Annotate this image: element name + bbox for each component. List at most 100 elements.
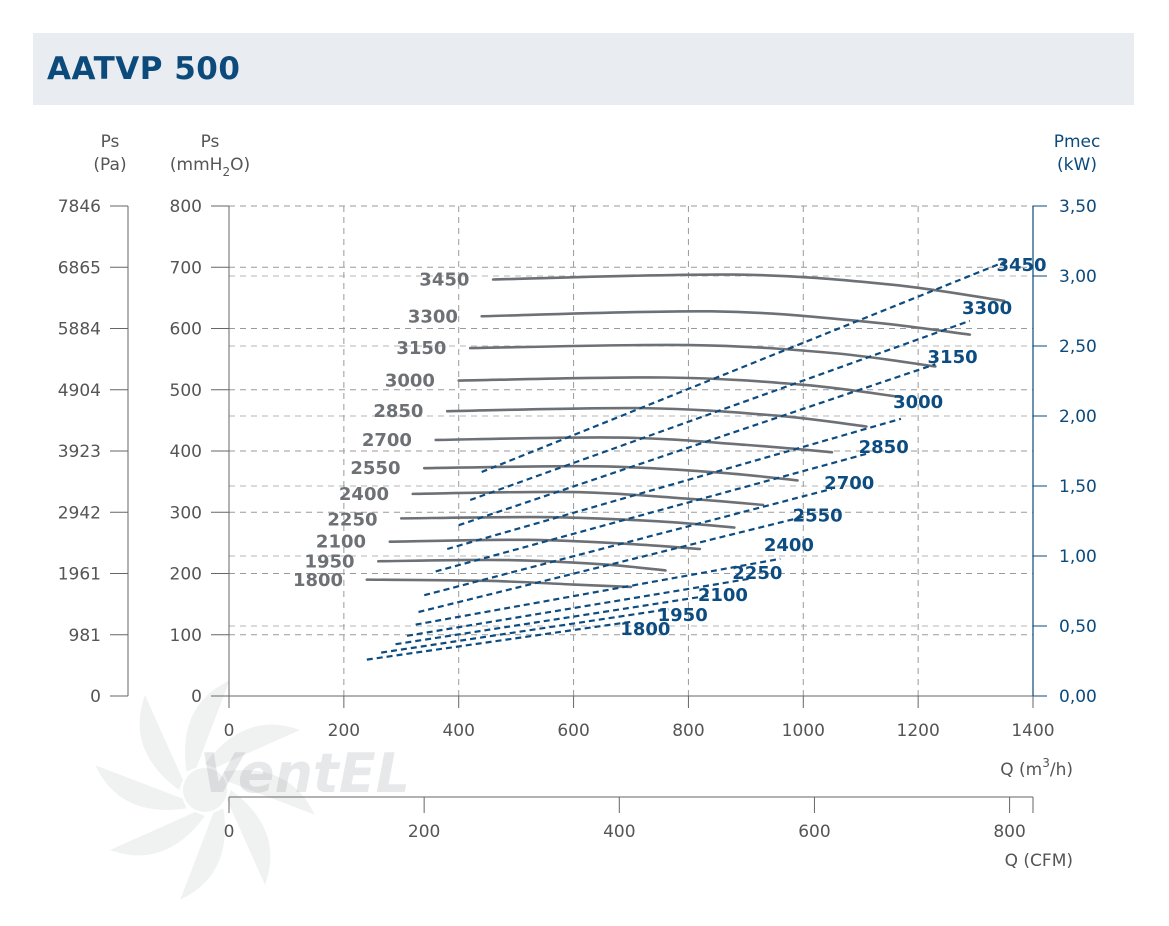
curve-labels: 1800195021002250240025502700285030003150… <box>293 255 1047 640</box>
pressure-curve-3000 <box>457 376 903 399</box>
power-label-2550: 2550 <box>793 505 843 526</box>
x-unit-sup: 3 <box>1042 756 1050 770</box>
page-title: AATVP 500 <box>47 51 241 87</box>
power-curve-3450 <box>481 260 1005 474</box>
power-curve-2850 <box>435 452 867 573</box>
pressure-label-2700: 2700 <box>362 430 412 451</box>
pa-tick-label: 0 <box>90 687 101 707</box>
pressure-curve-1800 <box>365 578 633 589</box>
pressure-curve-2100 <box>388 538 702 551</box>
pressure-curve-3450 <box>491 273 1006 303</box>
mm-unit-sub: 2 <box>222 165 230 179</box>
x-axis-title: Q (m3/h) <box>1000 756 1073 780</box>
x2-tick-label: 0 <box>224 822 235 842</box>
power-label-2850: 2850 <box>859 437 909 458</box>
power-curve-3300 <box>469 319 971 502</box>
x-tick-label: 600 <box>557 721 589 741</box>
watermark <box>95 680 315 900</box>
pressure-curve-2700 <box>434 436 834 454</box>
watermark-brand: VentEL <box>200 742 410 805</box>
axes: 0 981 1961 2942 3923 4904 5884 6865 7846 0 100 200 3… <box>58 197 1097 842</box>
power-curves <box>366 260 1005 661</box>
x-tick-label: 200 <box>328 721 360 741</box>
x2-tick-label: 400 <box>603 822 635 842</box>
pressure-curve-3150 <box>468 343 937 368</box>
pa-tick-label: 981 <box>69 626 101 646</box>
left-mm-axis-title: Ps <box>201 132 220 152</box>
pa-tick-label: 7846 <box>58 197 101 217</box>
power-curve-2400 <box>415 557 781 626</box>
pressure-curve-3300 <box>480 309 972 336</box>
header-bar: AATVP 500 <box>33 33 1134 105</box>
kw-tick-label: 0,50 <box>1059 617 1097 637</box>
mm-tick-label: 600 <box>170 320 202 340</box>
power-label-2700: 2700 <box>824 473 874 494</box>
power-label-1800: 1800 <box>620 619 670 640</box>
power-label-3300: 3300 <box>962 298 1012 319</box>
x-tick-label: 0 <box>224 721 235 741</box>
pressure-label-1800: 1800 <box>293 570 343 591</box>
x-tick-label: 1200 <box>897 721 940 741</box>
pressure-label-2100: 2100 <box>316 532 366 553</box>
pa-tick-label: 5884 <box>58 320 101 340</box>
grid <box>229 205 1034 696</box>
pa-tick-label: 6865 <box>58 258 101 278</box>
power-curve-3000 <box>446 417 902 551</box>
kw-tick-label: 1,50 <box>1059 477 1097 497</box>
power-curve-2250 <box>406 577 752 637</box>
x2-tick-label: 800 <box>993 822 1025 842</box>
pressure-label-2250: 2250 <box>327 510 377 531</box>
pressure-label-3450: 3450 <box>419 270 469 291</box>
mm-tick-label: 500 <box>170 381 202 401</box>
x-tick-label: 800 <box>672 721 704 741</box>
x2-tick-label: 600 <box>798 822 830 842</box>
power-curve-3150 <box>458 363 936 527</box>
power-curve-1950 <box>381 608 669 654</box>
mm-tick-label: 0 <box>191 687 202 707</box>
power-label-3150: 3150 <box>928 347 978 368</box>
pressure-curve-2550 <box>422 464 799 482</box>
left-mm-axis-unit: (mmH2O) <box>170 155 250 179</box>
pressure-label-3300: 3300 <box>408 306 458 327</box>
x-tick-label: 1000 <box>782 721 825 741</box>
power-curve-2700 <box>423 487 833 597</box>
pressure-label-2550: 2550 <box>350 458 400 479</box>
x-tick-label: 400 <box>442 721 474 741</box>
pressure-label-1950: 1950 <box>304 551 354 572</box>
mm-tick-label: 100 <box>170 626 202 646</box>
pa-tick-label: 4904 <box>58 381 101 401</box>
power-label-2100: 2100 <box>698 585 748 606</box>
pressure-curves <box>365 273 1006 589</box>
pressure-curve-1950 <box>377 558 667 572</box>
right-axis-title: Pmec <box>1054 132 1101 152</box>
pressure-curve-2400 <box>411 490 765 507</box>
x-unit-prefix: Q (m <box>1000 760 1042 780</box>
left-pa-axis-title: Ps <box>101 132 120 152</box>
pa-tick-label: 1961 <box>58 565 101 585</box>
mm-tick-label: 300 <box>170 503 202 523</box>
power-curve-1800 <box>366 620 632 661</box>
fan-logo-icon <box>95 680 315 900</box>
pressure-curve-2850 <box>445 406 868 428</box>
mm-tick-label: 800 <box>170 197 202 217</box>
pressure-label-3000: 3000 <box>385 371 435 392</box>
power-curve-2100 <box>395 594 712 646</box>
x2-axis-title: Q (CFM) <box>1005 851 1073 871</box>
x2-tick-label: 200 <box>408 822 440 842</box>
kw-tick-label: 2,00 <box>1059 407 1097 427</box>
pressure-curve-2250 <box>399 515 736 529</box>
right-axis-unit: (kW) <box>1057 155 1097 175</box>
mm-unit-prefix: (mmH <box>170 155 223 175</box>
pressure-label-2400: 2400 <box>339 484 389 505</box>
mm-tick-label: 400 <box>170 442 202 462</box>
power-label-3450: 3450 <box>996 255 1046 276</box>
pa-tick-label: 3923 <box>58 442 101 462</box>
mm-tick-label: 200 <box>170 565 202 585</box>
kw-tick-label: 1,00 <box>1059 547 1097 567</box>
pressure-label-3150: 3150 <box>396 338 446 359</box>
kw-tick-label: 2,50 <box>1059 337 1097 357</box>
kw-tick-label: 3,00 <box>1059 267 1097 287</box>
x-unit-suffix: /h) <box>1050 760 1073 780</box>
pa-tick-label: 2942 <box>58 503 101 523</box>
